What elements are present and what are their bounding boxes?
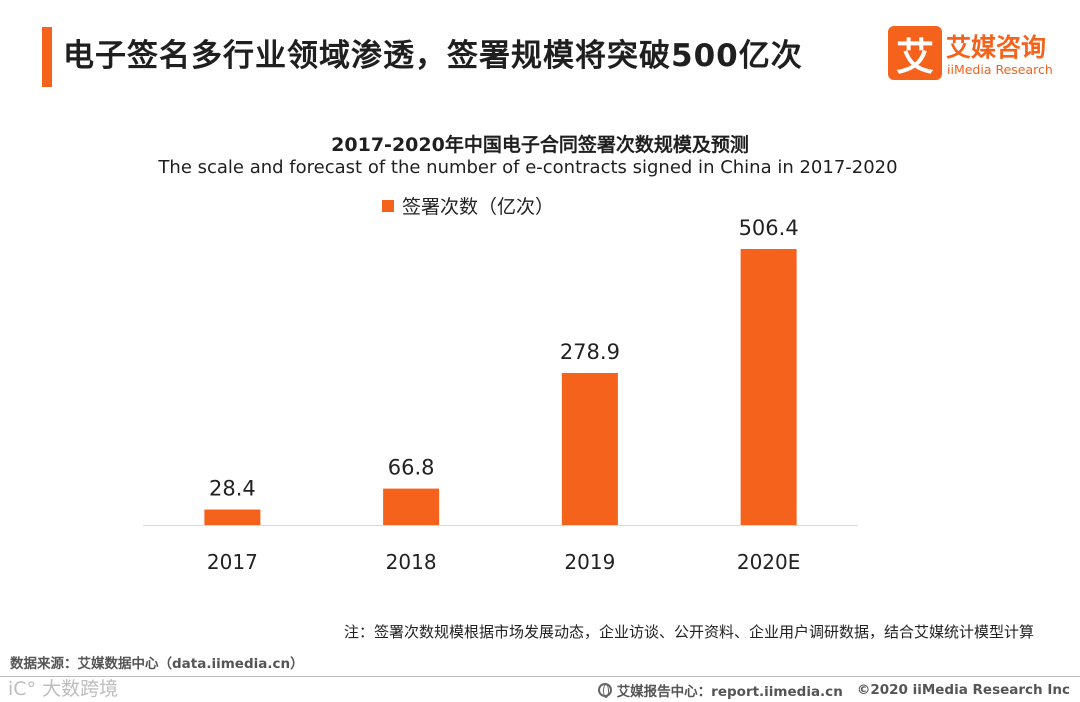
report-site-link[interactable]: 艾媒报告中心：report.iimedia.cn [616, 684, 843, 700]
bar-2018 [383, 488, 440, 525]
logo-text-en: iiMedia Research [947, 62, 1053, 77]
chart-title: 2017-2020年中国电子合同签署次数规模及预测 [331, 134, 749, 156]
bar-2019 [561, 372, 618, 525]
data-source: 数据来源：艾媒数据中心（data.iimedia.cn） [10, 656, 304, 672]
chart-note: 注：签署次数规模根据市场发展动态，企业访谈、公开资料、企业用户调研数据，结合艾媒… [343, 623, 1034, 641]
title-accent-bar [42, 27, 52, 87]
bar-2017 [204, 509, 261, 525]
x-tick-label-2019: 2019 [564, 550, 615, 574]
data-label-2017: 28.4 [209, 477, 256, 501]
legend-label: 签署次数（亿次） [402, 196, 555, 218]
x-tick-label-2020E: 2020E [737, 550, 801, 574]
legend-swatch [382, 199, 394, 212]
globe-icon [597, 683, 612, 698]
data-label-2020E: 506.4 [739, 216, 799, 240]
chart-subtitle: The scale and forecast of the number of … [158, 157, 898, 178]
footer-divider [0, 676, 1080, 677]
iimedia-logo: 艾 艾媒咨询 iiMedia Research [888, 26, 1068, 84]
x-tick-label-2018: 2018 [386, 550, 437, 574]
logo-mark-icon: 艾 [888, 26, 942, 80]
footer-report-info: 艾媒报告中心：report.iimedia.cn ©2020 iiMedia R… [597, 680, 1070, 700]
logo-text-cn: 艾媒咨询 [946, 33, 1047, 62]
watermark: iC° 大数跨境 [8, 678, 119, 700]
chart-legend: 签署次数（亿次） [382, 192, 554, 219]
data-label-2018: 66.8 [388, 456, 435, 480]
bar-2020E [740, 249, 797, 525]
page-title: 电子签名多行业领域渗透，签署规模将突破500亿次 [63, 38, 803, 74]
copyright: ©2020 iiMedia Research Inc [856, 682, 1070, 698]
x-tick-label-2017: 2017 [207, 550, 258, 574]
data-label-2019: 278.9 [560, 340, 620, 364]
